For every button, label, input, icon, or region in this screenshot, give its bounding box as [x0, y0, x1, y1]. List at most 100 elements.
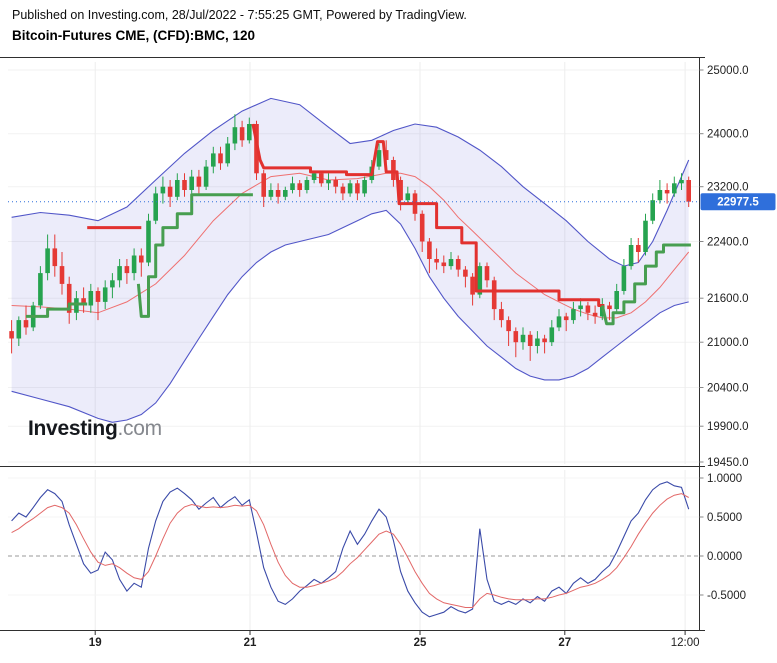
candle-body	[405, 193, 411, 201]
oscillator-axis-label-0: 1.0000	[707, 473, 742, 485]
candle-body	[621, 266, 627, 291]
candle-body	[247, 124, 252, 141]
candle-body	[304, 180, 310, 190]
candles-layer	[9, 114, 691, 361]
candle-body	[455, 259, 461, 270]
candle-body	[578, 305, 583, 310]
candle-body	[124, 266, 130, 274]
candle-body	[549, 327, 555, 343]
candle-body	[477, 266, 483, 295]
candle-body	[340, 186, 346, 194]
candle-body	[203, 166, 209, 187]
candle-body	[232, 127, 238, 144]
oscillator-layer	[8, 481, 700, 618]
candle-body	[491, 280, 497, 310]
candle-body	[376, 150, 382, 167]
price-axis-label-1: 24000.0	[707, 129, 749, 141]
candle-body	[527, 334, 533, 346]
candle-body	[628, 245, 634, 267]
oscillator-axis-label-3: -0.5000	[707, 590, 746, 602]
bollinger-layer	[11, 97, 690, 423]
candle-body	[153, 193, 158, 221]
price-axis-label-7: 19900.0	[707, 421, 749, 433]
candle-body	[513, 331, 519, 343]
trend-layer	[26, 123, 691, 326]
candle-body	[102, 287, 108, 302]
candle-body	[189, 176, 194, 190]
candle-body	[672, 183, 677, 194]
candle-body	[355, 183, 360, 194]
bollinger-fill	[11, 98, 689, 423]
candle-body	[290, 183, 295, 190]
time-axis-label-2: 25	[414, 637, 427, 649]
candle-body	[117, 266, 122, 281]
candle-body	[45, 248, 50, 274]
investing-watermark: Investing.com	[28, 417, 162, 441]
candle-body	[131, 255, 137, 274]
candle-body	[520, 334, 526, 343]
candle-body	[110, 280, 115, 288]
candle-body	[311, 173, 317, 180]
price-axis: 25000.0 24000.0 23200.0 22400.0 21600.0 21000…	[699, 65, 749, 602]
candle-body	[607, 305, 612, 310]
candle-body	[470, 276, 475, 295]
chart-svg[interactable]: 22977.5 25000.0 24000.0 23200.0 22400.0 2160…	[0, 57, 777, 663]
trend-segment-green-0	[26, 302, 88, 318]
ma-layer	[11, 172, 690, 319]
candle-body	[419, 213, 425, 242]
candle-body	[347, 183, 353, 194]
bollinger-lower-line	[11, 209, 689, 423]
candle-body	[362, 180, 367, 194]
time-axis-label-1: 21	[244, 637, 257, 649]
candle-body	[686, 180, 691, 202]
candle-body	[636, 245, 641, 252]
candle-body	[160, 186, 166, 194]
price-axis-label-5: 21000.0	[707, 337, 749, 349]
time-axis-label-3: 27	[558, 637, 571, 649]
current-price-badge	[700, 193, 776, 211]
price-axis-label-2: 23200.0	[707, 182, 749, 194]
candle-body	[211, 153, 216, 167]
candle-body	[81, 298, 86, 306]
candle-body	[59, 266, 65, 284]
candle-body	[95, 291, 101, 302]
candle-body	[297, 183, 302, 190]
candle-body	[38, 273, 43, 306]
oscillator-fast-line	[11, 481, 690, 618]
time-axis: 19 21 25 27 12:00	[89, 630, 700, 649]
candle-body	[427, 241, 432, 259]
candle-body	[196, 176, 202, 187]
candle-body	[52, 248, 58, 267]
candle-body	[326, 180, 331, 184]
candle-body	[261, 173, 266, 197]
candle-body	[16, 320, 22, 339]
candle-body	[268, 190, 274, 197]
candle-body	[643, 220, 648, 252]
candle-body	[225, 143, 230, 164]
candle-body	[146, 220, 151, 263]
candle-body	[88, 291, 94, 306]
candle-body	[463, 269, 468, 277]
candle-body	[499, 309, 504, 321]
instrument-title: Bitcoin-Futures CME, (CFD):BMC, 120	[12, 28, 255, 43]
candle-body	[592, 312, 598, 317]
trend-segment-green-4	[600, 243, 691, 326]
candle-body	[441, 262, 447, 267]
trend-segment-red-3	[251, 123, 605, 307]
candle-body	[585, 305, 591, 313]
candle-body	[614, 291, 619, 310]
candle-body	[391, 160, 396, 180]
candle-body	[66, 283, 72, 313]
time-axis-label-0: 19	[89, 637, 102, 649]
candle-body	[218, 153, 223, 164]
candle-body	[657, 190, 663, 201]
watermark-brand-suffix: .com	[117, 417, 162, 440]
candle-body	[556, 316, 562, 328]
candle-body	[333, 180, 338, 187]
candle-body	[167, 186, 173, 197]
price-axis-label-4: 21600.0	[707, 293, 749, 305]
time-axis-label-4: 12:00	[671, 637, 700, 649]
oscillator-slow-line	[11, 493, 689, 608]
candle-body	[448, 259, 454, 267]
